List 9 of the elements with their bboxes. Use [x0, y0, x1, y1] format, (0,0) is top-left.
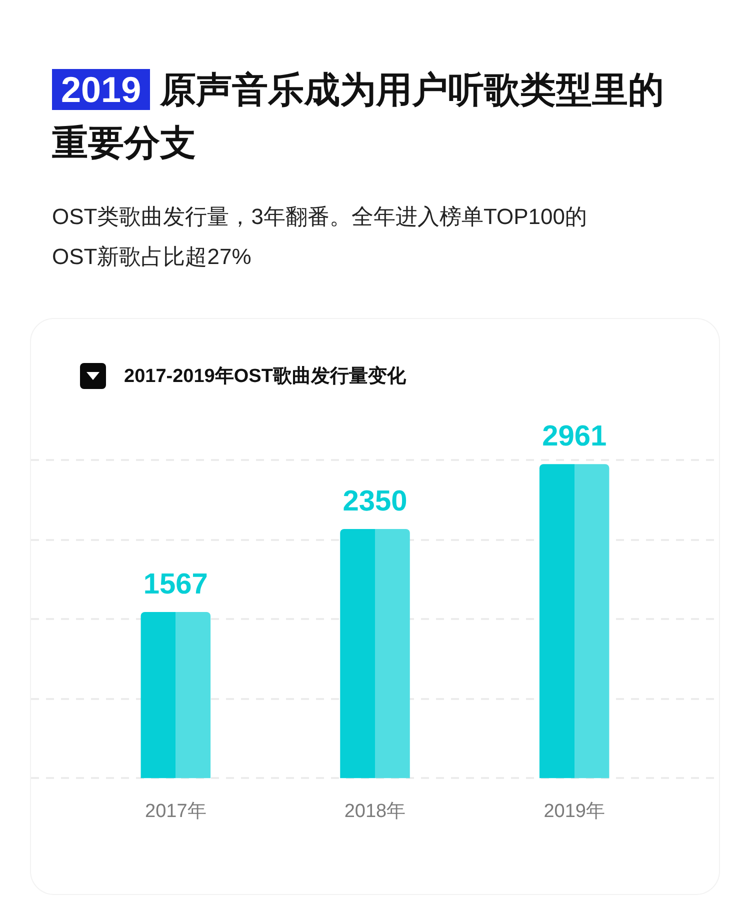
- chart-title: 2019 原声音乐成为用户听歌类型里的重要分支: [52, 69, 664, 163]
- x-tick-label: 2017年: [145, 800, 206, 822]
- data-label: 2350: [342, 485, 408, 518]
- chart-subtitle: OST类歌曲发行量，3年翻番。全年进入榜单TOP100的OST新歌占比超27%: [52, 203, 588, 271]
- data-label: 2961: [542, 420, 607, 453]
- x-tick-label: 2019年: [544, 800, 605, 822]
- x-tick-label: 2018年: [344, 800, 406, 822]
- text: 2017-2019年OST歌曲发行量变化: [124, 364, 406, 389]
- data-label: 1567: [143, 568, 208, 600]
